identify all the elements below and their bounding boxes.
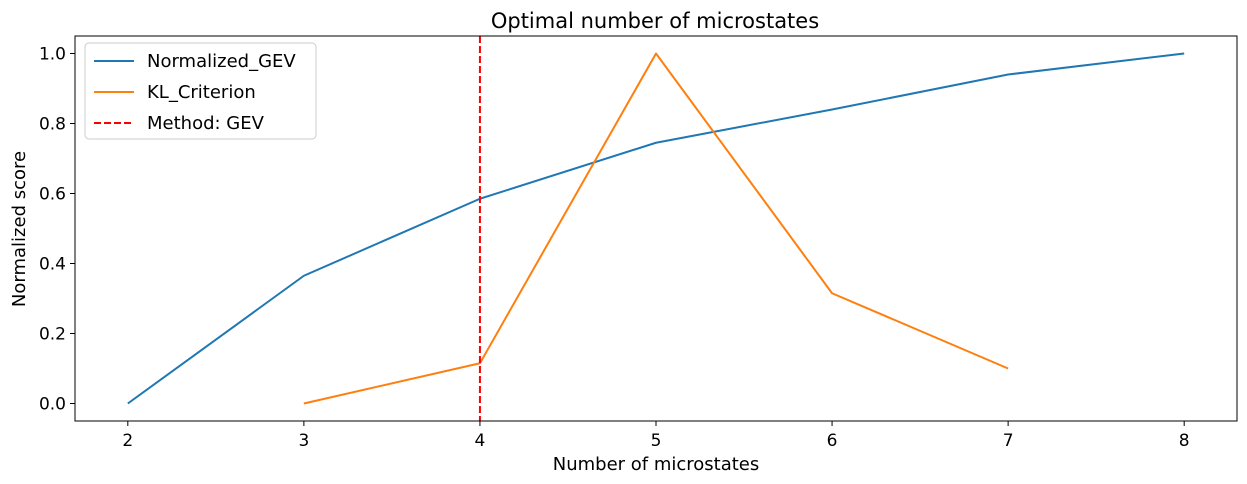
legend-label-kl-criterion: KL_Criterion bbox=[147, 82, 256, 103]
legend-box bbox=[84, 42, 317, 140]
x-tick-label-2: 2 bbox=[122, 431, 133, 451]
y-tick-label-0.2: 0.2 bbox=[39, 325, 66, 345]
y-tick-label-0.4: 0.4 bbox=[39, 255, 66, 275]
x-tick-label-8: 8 bbox=[1179, 431, 1190, 451]
y-tick-label-0.8: 0.8 bbox=[39, 115, 66, 135]
x-axis: 2 3 4 5 6 7 8 bbox=[122, 421, 1190, 451]
x-tick-label-6: 6 bbox=[827, 431, 838, 451]
y-axis: 0.0 0.2 0.4 0.6 0.8 1.0 bbox=[39, 45, 75, 415]
x-tick-label-7: 7 bbox=[1003, 431, 1014, 451]
legend: Normalized_GEV KL_Criterion Method: GEV bbox=[84, 42, 317, 140]
plot-area bbox=[127, 36, 1185, 421]
y-tick-label-0.0: 0.0 bbox=[39, 395, 66, 415]
y-tick-label-0.6: 0.6 bbox=[39, 185, 66, 205]
series-line-normalized-gev bbox=[127, 52, 1185, 405]
legend-label-normalized-gev: Normalized_GEV bbox=[147, 51, 296, 72]
y-tick-label-1.0: 1.0 bbox=[39, 45, 66, 65]
y-axis-label: Normalized score bbox=[9, 151, 30, 307]
x-tick-label-5: 5 bbox=[651, 431, 662, 451]
x-axis-label: Number of microstates bbox=[553, 454, 760, 475]
x-tick-label-3: 3 bbox=[298, 431, 309, 451]
legend-label-method-gev: Method: GEV bbox=[147, 113, 265, 134]
chart-title: Optimal number of microstates bbox=[491, 9, 819, 33]
series-line-kl-criterion bbox=[303, 52, 1009, 405]
x-tick-label-4: 4 bbox=[475, 431, 486, 451]
